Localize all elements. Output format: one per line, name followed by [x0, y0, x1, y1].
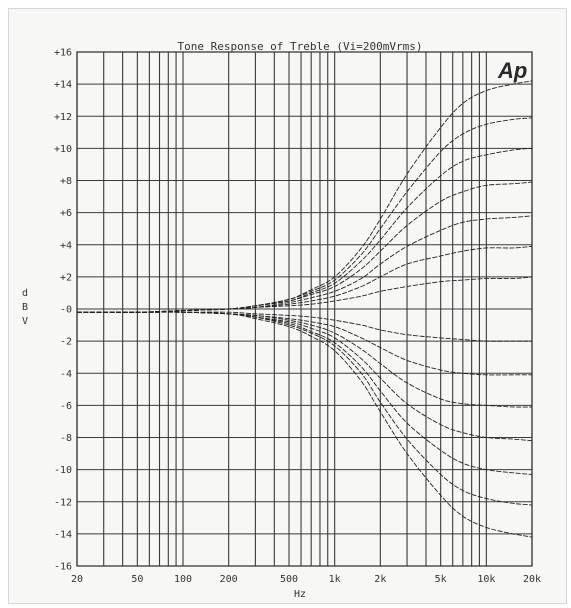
y-tick-label: +10 [54, 144, 72, 155]
x-axis-label: Hz [294, 589, 306, 600]
y-tick-label: +8 [60, 176, 72, 187]
x-tick-label: 100 [174, 574, 192, 585]
y-tick-label: -4 [60, 369, 72, 380]
x-tick-label: 1k [329, 574, 341, 585]
y-tick-label: +6 [60, 208, 72, 219]
y-tick-label: +4 [60, 240, 72, 251]
chart-title: Tone Response of Treble (Vi=200mVrms) [177, 40, 422, 53]
y-axis-label-d: d [22, 288, 28, 299]
y-tick-label: +2 [60, 272, 72, 283]
y-tick-label: -6 [60, 401, 72, 412]
y-tick-label: +14 [54, 80, 72, 91]
grid-layer [76, 51, 533, 567]
y-tick-label: -2 [60, 337, 72, 348]
series-line-2 [76, 117, 533, 313]
series-line-14 [77, 311, 533, 538]
y-tick-label: -14 [54, 529, 72, 540]
series-line-3 [76, 147, 533, 313]
series-line-9 [77, 311, 532, 376]
x-tick-label: 2k [374, 574, 386, 585]
y-tick-label: -10 [54, 465, 72, 476]
y-tick-label: -16 [54, 562, 72, 573]
x-tick-label: 20k [523, 574, 541, 585]
y-tick-label: +12 [54, 112, 72, 123]
x-tick-label: 500 [280, 574, 298, 585]
series-line-7 [76, 276, 533, 313]
x-tick-label: 10k [477, 574, 495, 585]
x-tick-label: 5k [435, 574, 447, 585]
series-line-8 [77, 311, 532, 342]
y-axis-label-v: V [22, 316, 28, 327]
ap-logo: Ap [497, 58, 527, 83]
y-tick-label: -8 [60, 433, 72, 444]
x-tick-label: 200 [220, 574, 238, 585]
series-line-1 [76, 80, 533, 313]
y-tick-label: -0 [60, 305, 72, 316]
series-line-6 [76, 245, 533, 313]
series-layer [76, 80, 533, 538]
series-line-5 [76, 215, 533, 313]
y-axis-label-b: B [22, 302, 28, 313]
x-tick-label: 20 [71, 574, 83, 585]
y-tick-label: +16 [54, 48, 72, 59]
series-line-11 [77, 311, 533, 442]
plot-frame [76, 51, 533, 567]
label-layer: Tone Response of Treble (Vi=200mVrms) Hz… [22, 40, 541, 600]
series-line-12 [77, 311, 533, 475]
y-tick-label: -12 [54, 497, 72, 508]
x-tick-label: 50 [131, 574, 143, 585]
